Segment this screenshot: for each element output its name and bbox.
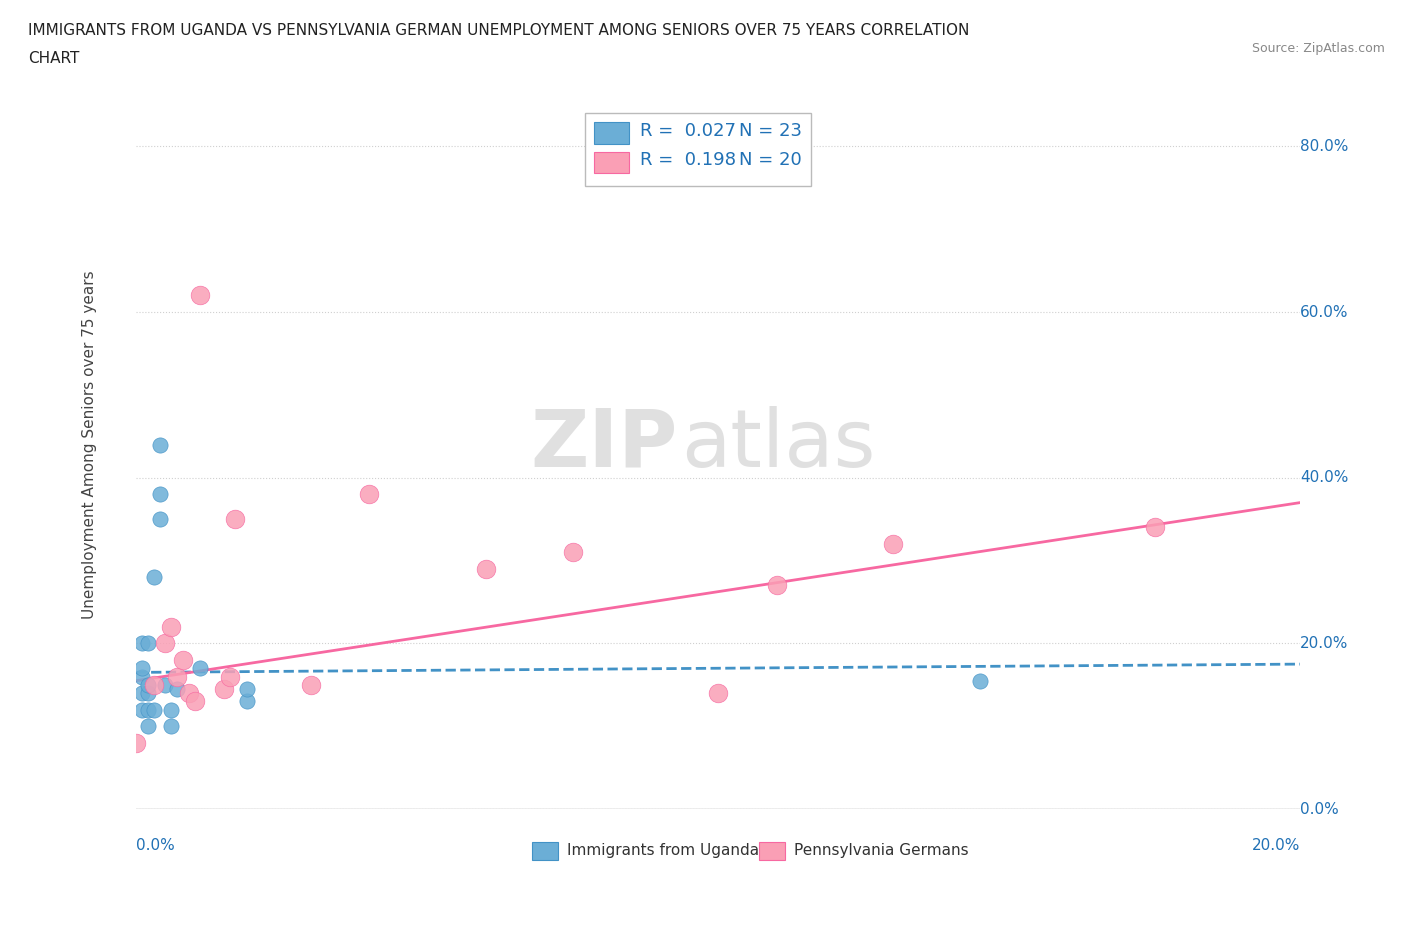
Bar — [531, 842, 558, 860]
Point — [155, 636, 177, 651]
Text: R =  0.027: R = 0.027 — [640, 122, 737, 140]
Point — [136, 719, 159, 734]
Text: IMMIGRANTS FROM UGANDA VS PENNSYLVANIA GERMAN UNEMPLOYMENT AMONG SENIORS OVER 75: IMMIGRANTS FROM UGANDA VS PENNSYLVANIA G… — [28, 23, 970, 38]
Point — [136, 677, 159, 692]
Bar — [593, 123, 628, 144]
Point — [131, 661, 153, 676]
Point — [142, 677, 165, 692]
Point — [765, 578, 787, 592]
Point — [142, 570, 165, 585]
Text: 20.0%: 20.0% — [1301, 636, 1348, 651]
Point — [160, 619, 183, 634]
Bar — [585, 113, 811, 186]
Point — [183, 694, 205, 709]
Point — [149, 486, 172, 501]
Text: Unemployment Among Seniors over 75 years: Unemployment Among Seniors over 75 years — [83, 271, 97, 618]
Text: 80.0%: 80.0% — [1301, 139, 1348, 153]
Text: Pennsylvania Germans: Pennsylvania Germans — [794, 844, 969, 858]
Point — [131, 669, 153, 684]
Point — [190, 661, 212, 676]
Point — [166, 669, 188, 684]
Point — [707, 685, 730, 700]
Text: N = 23: N = 23 — [740, 122, 803, 140]
Point — [224, 512, 246, 526]
Point — [155, 677, 177, 692]
Point — [149, 437, 172, 452]
Point — [160, 702, 183, 717]
Point — [190, 288, 212, 303]
Point — [177, 685, 200, 700]
Point — [131, 685, 153, 700]
Text: 20.0%: 20.0% — [1251, 838, 1301, 853]
Point — [131, 702, 153, 717]
Point — [236, 694, 259, 709]
Point — [561, 545, 583, 560]
Text: Immigrants from Uganda: Immigrants from Uganda — [567, 844, 759, 858]
Text: atlas: atlas — [681, 405, 876, 484]
Point — [236, 682, 259, 697]
Point — [160, 719, 183, 734]
Text: 0.0%: 0.0% — [136, 838, 176, 853]
Text: 40.0%: 40.0% — [1301, 471, 1348, 485]
Text: 0.0%: 0.0% — [1301, 802, 1339, 817]
Point — [882, 537, 904, 551]
Point — [299, 677, 322, 692]
Point — [136, 702, 159, 717]
Bar — [593, 152, 628, 173]
Point — [212, 682, 235, 697]
Point — [969, 673, 991, 688]
Point — [359, 486, 381, 501]
Point — [474, 562, 496, 577]
Text: Source: ZipAtlas.com: Source: ZipAtlas.com — [1251, 42, 1385, 55]
Text: R =  0.198: R = 0.198 — [640, 152, 737, 169]
Point — [1143, 520, 1166, 535]
Point — [125, 736, 148, 751]
Point — [218, 669, 240, 684]
Text: N = 20: N = 20 — [740, 152, 801, 169]
Bar — [759, 842, 785, 860]
Point — [166, 682, 188, 697]
Point — [142, 702, 165, 717]
Point — [172, 653, 194, 668]
Text: ZIP: ZIP — [530, 405, 678, 484]
Text: 60.0%: 60.0% — [1301, 304, 1348, 320]
Text: CHART: CHART — [28, 51, 80, 66]
Point — [136, 685, 159, 700]
Point — [149, 512, 172, 526]
Point — [131, 636, 153, 651]
Point — [136, 636, 159, 651]
